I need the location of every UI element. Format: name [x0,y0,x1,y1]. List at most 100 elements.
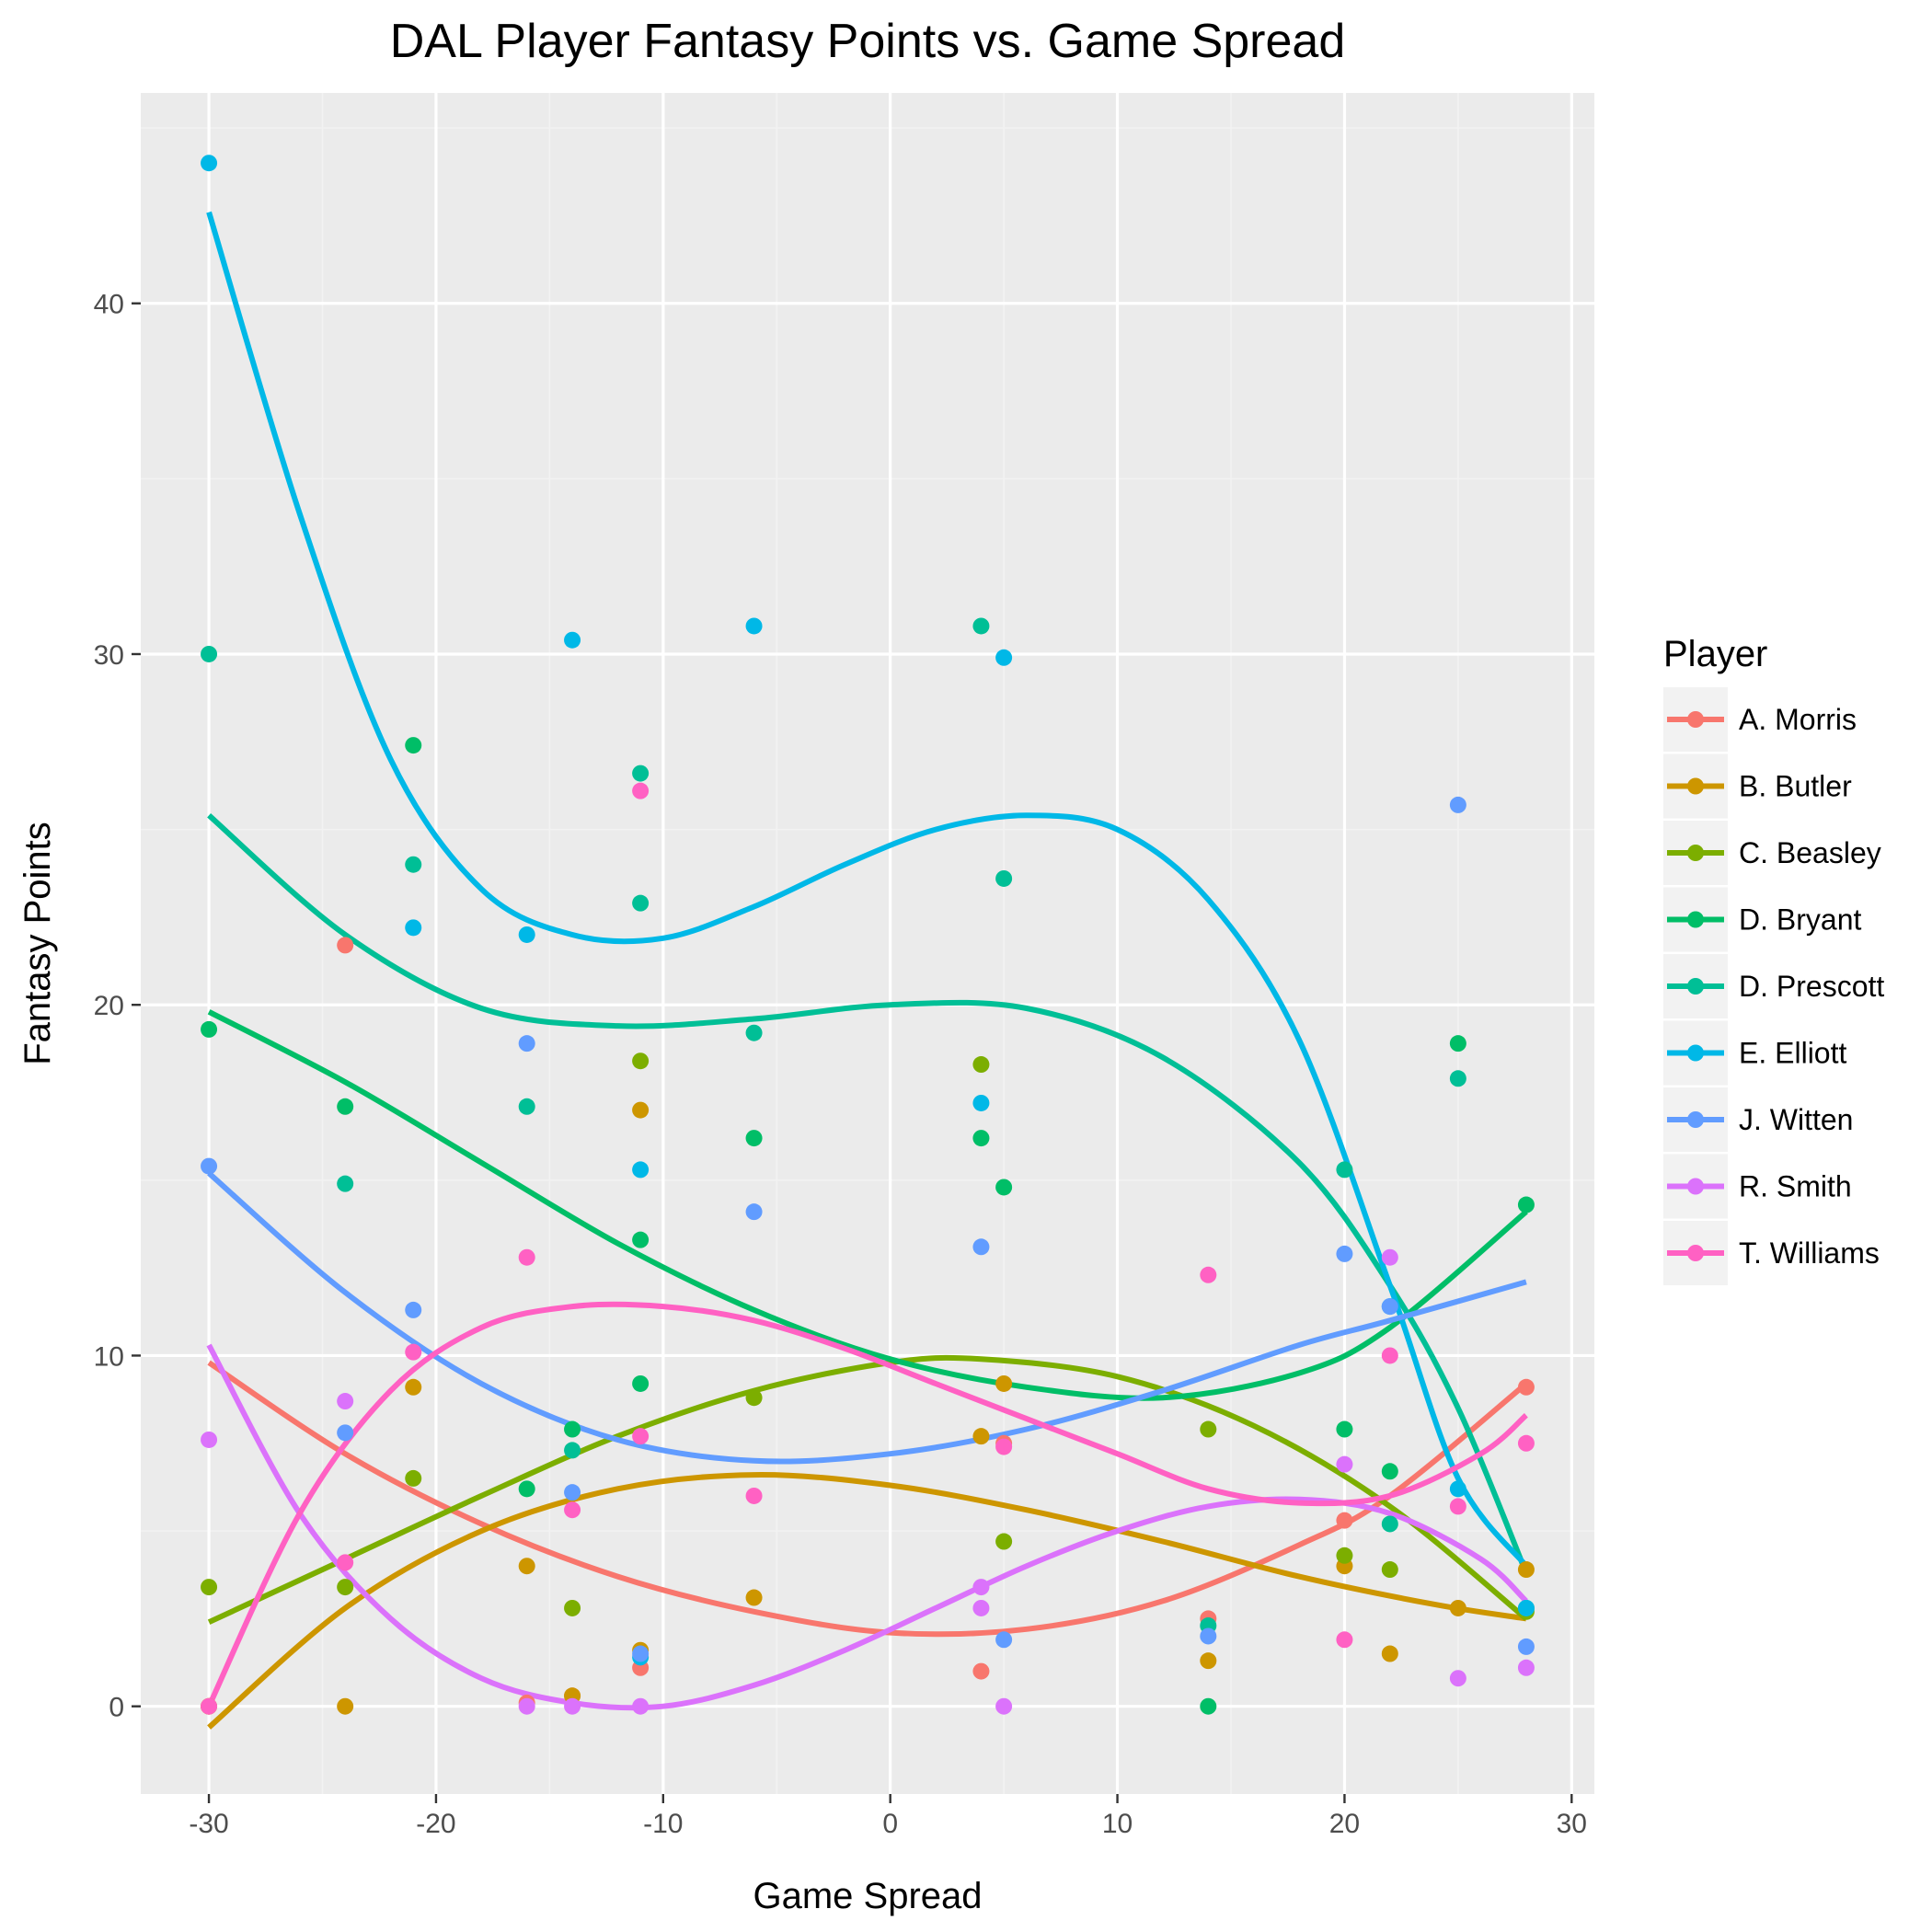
data-point-j-witten [1336,1245,1353,1262]
trend-line-d-bryant [207,1009,1528,1401]
data-point-d-prescott [201,645,218,662]
trend-line-e-elliott [206,211,1529,1569]
data-point-t-williams [1449,1498,1466,1515]
data-point-e-elliott [632,1161,650,1179]
data-point-t-williams [1517,1434,1535,1452]
y-tick-label: 40 [94,290,124,320]
trend-line-t-williams [206,1301,1528,1708]
data-point-a-morris [972,1662,990,1680]
data-point-d-bryant [995,1179,1013,1196]
data-point-b-butler [1381,1645,1398,1662]
data-point-r-smith [1381,1248,1398,1266]
data-point-t-williams [564,1501,581,1519]
data-point-d-prescott [995,869,1013,887]
legend-item-a-morris: A. Morris [1663,687,1857,752]
data-point-c-beasley [337,1579,354,1596]
legend-key-point [1687,845,1704,861]
x-axis-title: Game Spread [753,1876,982,1916]
data-point-e-elliott [201,155,218,172]
data-point-d-bryant [564,1420,581,1438]
data-point-j-witten [1200,1627,1217,1645]
data-point-r-smith [972,1579,990,1596]
data-point-e-elliott [564,631,581,649]
data-point-b-butler [972,1428,990,1445]
data-point-j-witten [995,1631,1013,1649]
data-point-d-prescott [632,765,650,782]
y-axis: 0 10 20 30 40 [94,290,141,1723]
data-point-d-bryant [518,1480,535,1498]
legend-item-r-smith: R. Smith [1663,1154,1852,1219]
data-point-d-prescott [1336,1161,1353,1179]
data-point-d-bryant [972,1130,990,1147]
data-point-t-williams [518,1248,535,1266]
legend-item-c-beasley: C. Beasley [1663,821,1881,885]
data-point-e-elliott [745,617,763,635]
legend-item-e-elliott: E. Elliott [1663,1020,1846,1086]
data-point-b-butler [405,1378,422,1396]
data-point-t-williams [745,1487,763,1504]
data-point-r-smith [518,1697,535,1715]
legend-item-d-prescott: D. Prescott [1663,954,1884,1018]
data-point-c-beasley [972,1056,990,1074]
data-point-c-beasley [995,1533,1013,1550]
data-point-j-witten [337,1424,354,1442]
y-tick-label: 20 [94,991,124,1021]
data-point-r-smith [201,1431,218,1448]
data-point-t-williams [1381,1347,1398,1364]
data-point-r-smith [632,1697,650,1715]
data-point-b-butler [1200,1652,1217,1670]
data-point-c-beasley [1200,1420,1217,1438]
data-point-d-bryant [745,1130,763,1147]
y-tick-label: 30 [94,640,124,671]
x-tick-label: 0 [882,1809,898,1839]
data-point-d-bryant [632,1231,650,1248]
x-tick-label: 10 [1102,1809,1133,1839]
legend-label: R. Smith [1739,1170,1852,1203]
legend: Player A. Morris B. Butler C. Beasley D. Br… [1663,634,1884,1285]
data-point-d-bryant [1200,1697,1217,1715]
data-point-b-butler [632,1101,650,1119]
data-point-c-beasley [405,1469,422,1487]
data-point-r-smith [995,1697,1013,1715]
data-point-j-witten [405,1301,422,1318]
legend-key-point [1687,711,1704,728]
x-tick-label: -20 [416,1809,455,1839]
chart-title: DAL Player Fantasy Points vs. Game Sprea… [390,15,1346,68]
data-point-b-butler [518,1558,535,1575]
legend-label: A. Morris [1739,703,1857,736]
plot-panel [141,93,1594,1794]
grid-major [141,93,1594,1794]
trend-line-j-witten [207,1170,1527,1465]
x-tick-label: 30 [1557,1809,1587,1839]
data-point-c-beasley [632,1052,650,1070]
legend-label: B. Butler [1739,770,1852,803]
data-point-r-smith [1517,1659,1535,1676]
data-point-b-butler [337,1697,354,1715]
data-point-t-williams [632,1428,650,1445]
data-point-r-smith [1336,1455,1353,1473]
data-point-d-bryant [1381,1463,1398,1480]
data-point-b-butler [995,1374,1013,1392]
data-point-d-prescott [632,894,650,912]
legend-label: E. Elliott [1739,1037,1846,1070]
data-point-r-smith [1449,1670,1466,1687]
data-point-d-prescott [518,1098,535,1115]
data-point-a-morris [1336,1512,1353,1529]
legend-key-point [1687,1111,1704,1128]
data-point-d-prescott [745,1024,763,1041]
data-point-t-williams [1336,1631,1353,1649]
legend-title: Player [1663,634,1767,674]
data-point-e-elliott [995,649,1013,666]
data-point-c-beasley [564,1599,581,1616]
data-point-t-williams [201,1697,218,1715]
legend-item-b-butler: B. Butler [1663,753,1852,819]
legend-label: D. Prescott [1739,970,1884,1003]
data-point-d-prescott [405,856,422,873]
data-point-j-witten [1449,796,1466,813]
legend-label: D. Bryant [1739,903,1861,937]
data-point-b-butler [1517,1561,1535,1579]
data-point-c-beasley [745,1389,763,1407]
data-point-d-bryant [1336,1420,1353,1438]
data-point-j-witten [564,1484,581,1501]
